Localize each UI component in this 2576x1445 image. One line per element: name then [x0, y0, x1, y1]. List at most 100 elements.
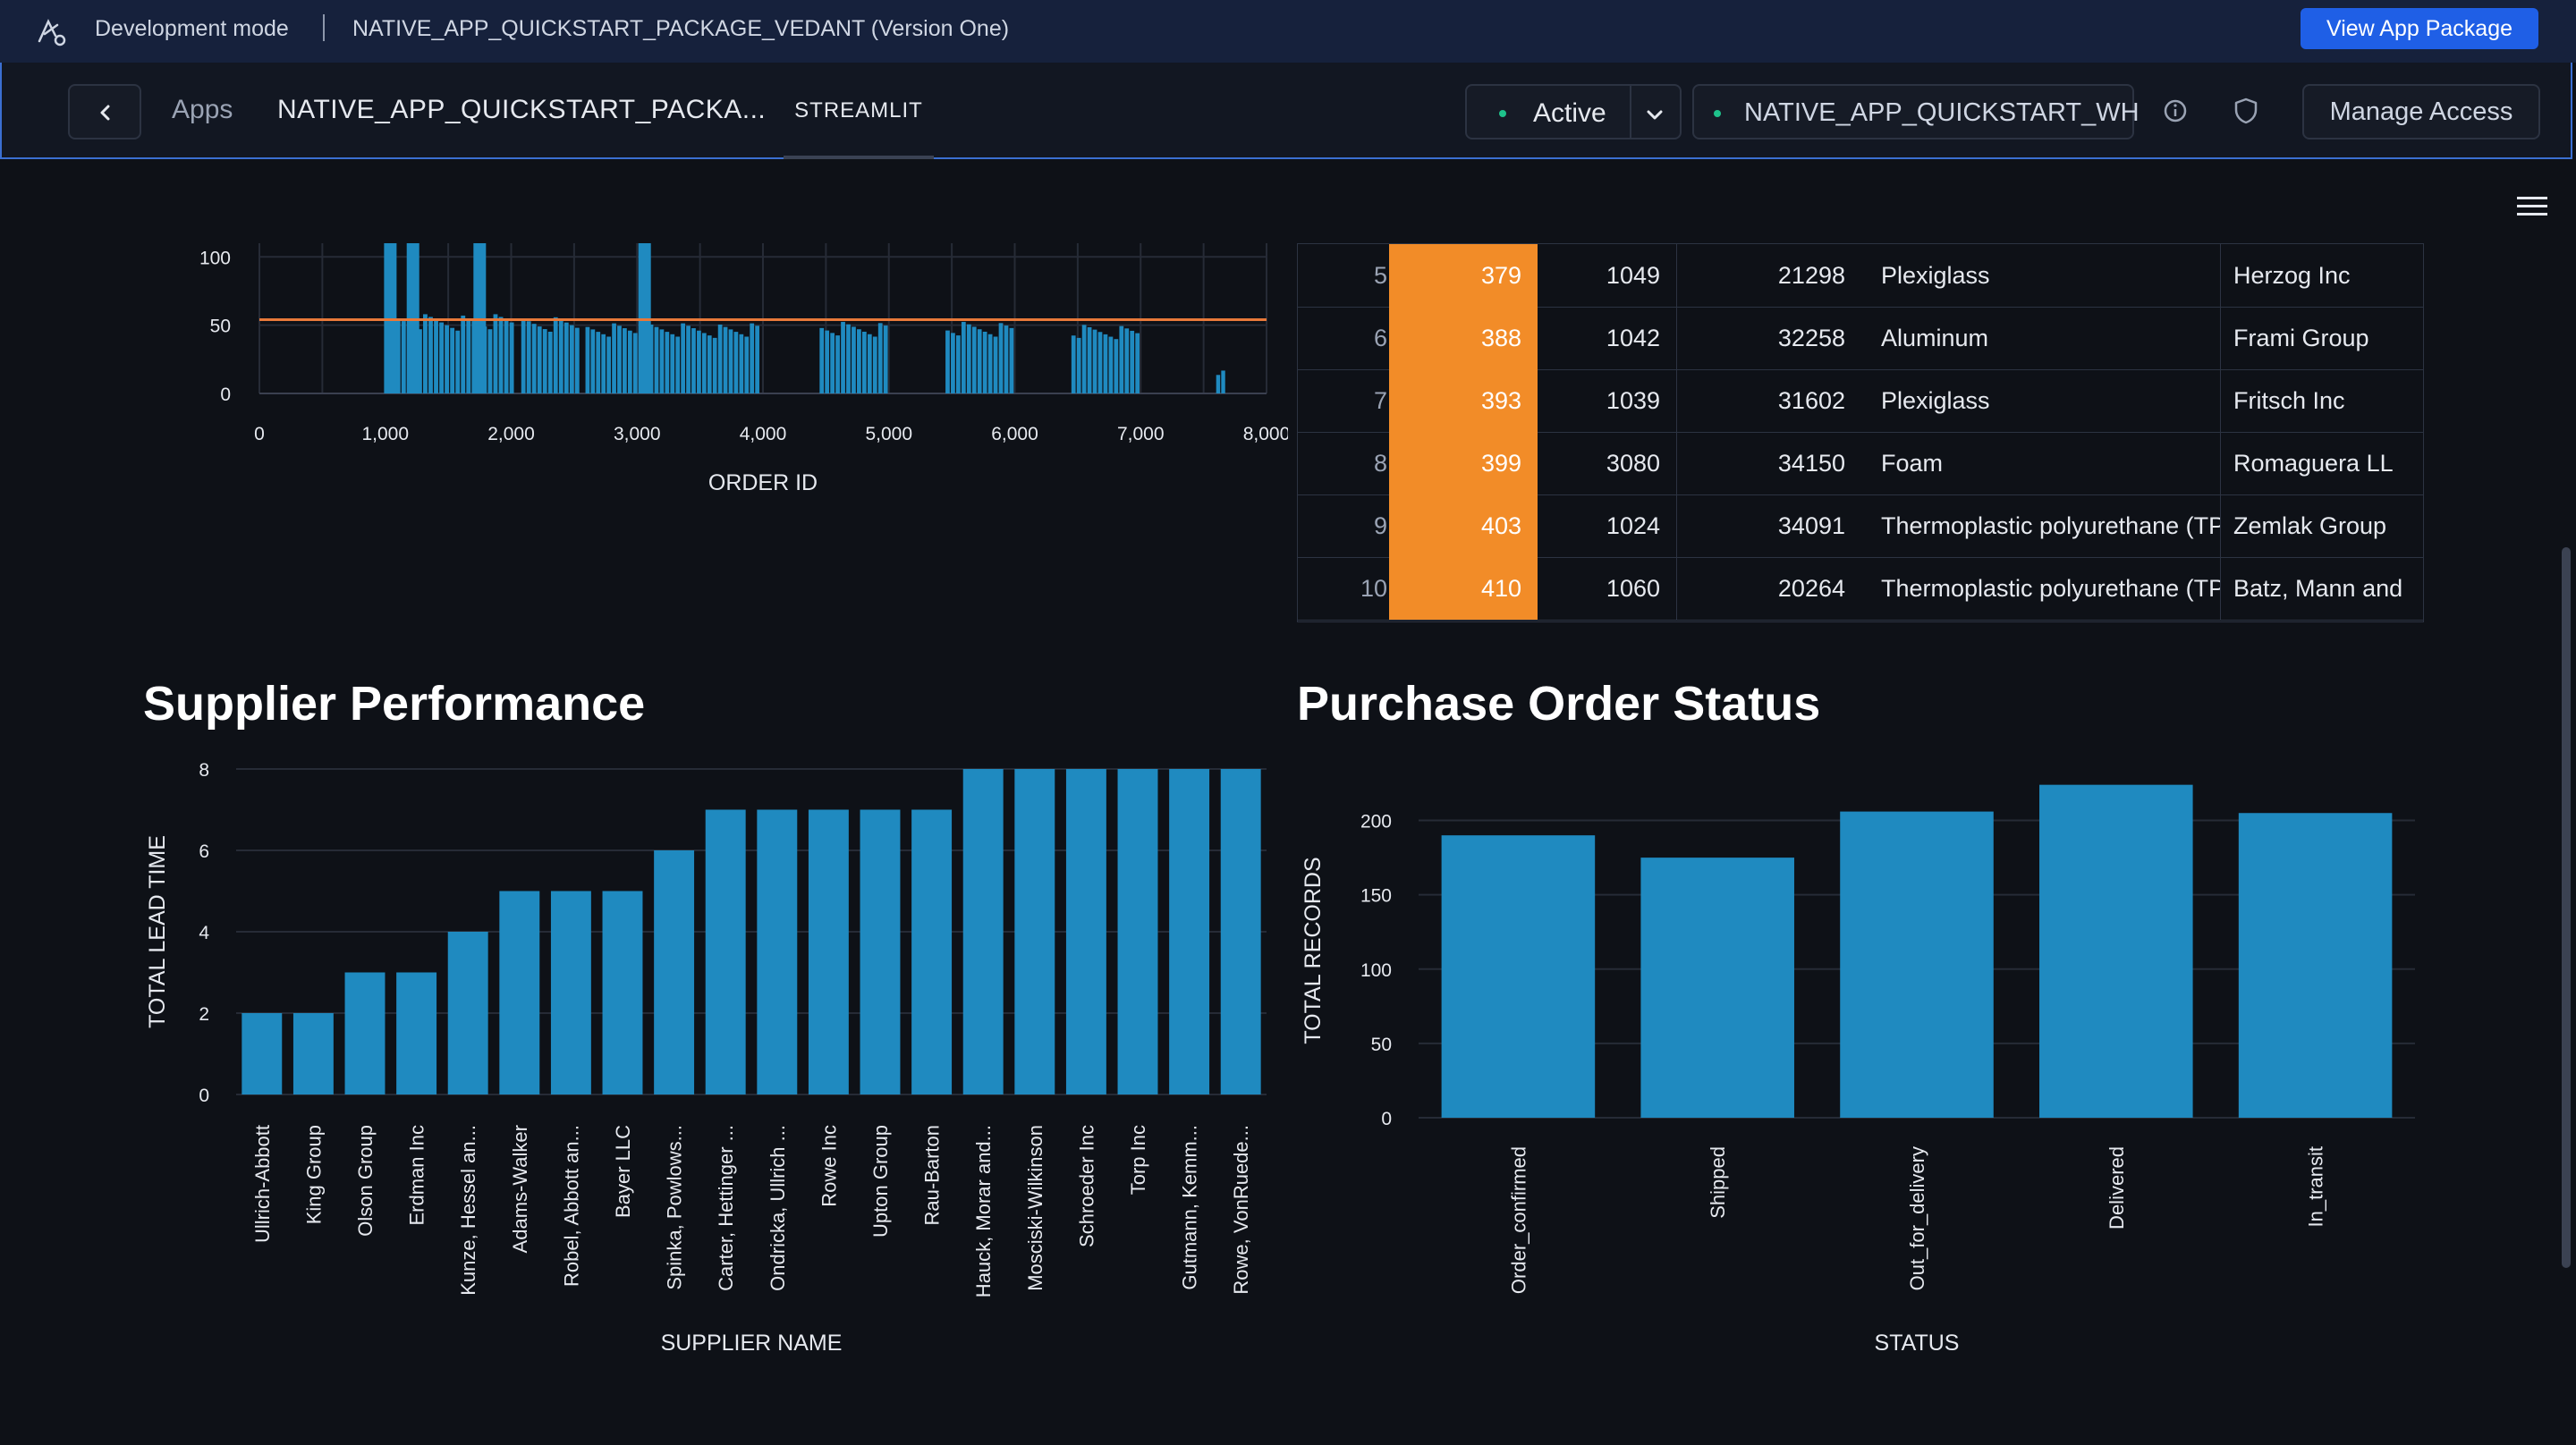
bar	[1014, 769, 1055, 1094]
warehouse-selector[interactable]: NATIVE_APP_QUICKSTART_WH	[1692, 84, 2140, 139]
breadcrumb-apps[interactable]: Apps	[172, 95, 233, 124]
histogram-bar	[606, 336, 611, 393]
order-id-chart: 0 1,000 2,000 3,000 4,000 5,000 6,000 7,000 8,00…	[199, 243, 1288, 495]
category-label: In_transit	[2305, 1146, 2327, 1228]
view-app-package-button[interactable]: View App Package	[2301, 8, 2538, 49]
native-app-logo-icon	[38, 19, 66, 46]
dev-mode-banner: Development mode NATIVE_APP_QUICKSTART_P…	[0, 0, 2576, 63]
histogram-bar	[423, 314, 428, 393]
category-label: Bayer LLC	[612, 1125, 634, 1218]
histogram-bar	[445, 325, 450, 393]
histogram-bar	[612, 323, 616, 393]
bar	[550, 891, 591, 1094]
bar	[911, 809, 953, 1094]
histogram-bar	[455, 330, 461, 393]
status-label: Active	[1533, 98, 1606, 128]
histogram-bar	[825, 330, 830, 393]
category-label: Hauck, Morar and...	[972, 1125, 995, 1297]
menu-icon[interactable]	[2517, 197, 2547, 216]
category-label: Robel, Abbott an...	[560, 1125, 582, 1287]
x-tick-label: 5,000	[865, 424, 912, 444]
status-dropdown[interactable]: Active	[1465, 84, 1682, 139]
y-tick-label: 200	[1360, 812, 1392, 832]
back-button[interactable]	[68, 84, 141, 139]
tab-underline	[784, 156, 934, 159]
material-cell: Plexiglass	[1863, 244, 2221, 307]
histogram-bar	[686, 325, 691, 393]
status-dot-icon	[1499, 110, 1506, 117]
row-index: 9	[1373, 512, 1387, 539]
histogram-bar	[547, 331, 553, 393]
table-cell: 1060	[1538, 557, 1677, 620]
histogram-bar	[439, 322, 444, 393]
histogram-bar	[739, 334, 744, 393]
category-label: Upton Group	[869, 1125, 892, 1238]
histogram-bar	[601, 334, 606, 393]
bar	[499, 891, 540, 1094]
histogram-bar	[982, 331, 987, 393]
histogram-bar	[1076, 337, 1081, 393]
histogram-bar	[585, 326, 590, 393]
x-axis-title: ORDER ID	[708, 470, 818, 495]
histogram-bar	[681, 323, 685, 393]
shield-icon[interactable]	[2233, 97, 2259, 125]
y-tick-label: 0	[220, 384, 231, 405]
info-icon[interactable]	[2163, 98, 2188, 123]
y-tick-label: 50	[1371, 1035, 1392, 1055]
bar	[292, 1013, 334, 1094]
table-row[interactable]: 6 388 1042 32258 Aluminum Frami Group	[1298, 307, 2423, 370]
highlighted-cell: 379	[1389, 244, 1538, 307]
chevron-down-icon[interactable]	[1644, 104, 1665, 125]
manage-access-button[interactable]: Manage Access	[2302, 84, 2540, 139]
histogram-bar	[596, 332, 601, 393]
histogram-bar	[1103, 334, 1108, 393]
bar	[602, 891, 643, 1094]
histogram-bar	[1108, 336, 1114, 393]
y-tick-label: 4	[199, 923, 209, 943]
histogram-bar	[728, 329, 733, 393]
histogram-bar	[819, 327, 825, 393]
bar	[757, 809, 798, 1094]
histogram-bar	[466, 318, 471, 393]
histogram-bar	[987, 334, 993, 393]
table-cell: 1039	[1538, 369, 1677, 432]
histogram-bar	[841, 321, 845, 393]
category-label: Carter, Hettinger ...	[715, 1125, 737, 1291]
y-tick-label: 50	[210, 317, 231, 337]
dev-mode-label: Development mode	[95, 16, 289, 41]
histogram-bar	[590, 329, 596, 393]
histogram-bar	[1114, 339, 1119, 393]
histogram-bar	[945, 330, 950, 393]
highlighted-cell: 388	[1389, 307, 1538, 369]
y-tick-label: 8	[199, 760, 209, 781]
bar	[447, 932, 488, 1094]
histogram-bar	[617, 325, 622, 393]
histogram-bar	[542, 329, 547, 393]
histogram-bar	[872, 336, 877, 393]
table-cell: 32258	[1777, 325, 1845, 351]
table-row[interactable]: 7 393 1039 31602 Plexiglass Fritsch Inc	[1298, 369, 2423, 433]
y-axis-title: TOTAL LEAD TIME	[145, 835, 170, 1028]
x-tick-label: 6,000	[991, 424, 1038, 444]
bar	[1840, 811, 1994, 1118]
histogram-bar	[434, 319, 438, 393]
highlighted-cell: 410	[1389, 557, 1538, 620]
table-cell: 20264	[1777, 575, 1845, 602]
app-title: NATIVE_APP_QUICKSTART_PACKA...	[277, 95, 767, 124]
table-row[interactable]: 9 403 1024 34091 Thermoplastic polyurethane …	[1298, 494, 2423, 558]
histogram-bar	[665, 332, 670, 393]
histogram-bar	[1216, 375, 1221, 393]
material-cell: Aluminum	[1863, 307, 2221, 369]
tab-streamlit[interactable]: STREAMLIT	[794, 98, 923, 123]
scrollbar[interactable]	[2562, 547, 2571, 1268]
histogram-bar	[846, 324, 851, 393]
histogram-bar	[569, 325, 574, 393]
table-row[interactable]: 10 410 1060 20264 Thermoplastic polyurethane…	[1298, 557, 2423, 621]
row-index: 6	[1373, 325, 1387, 351]
table-row[interactable]: 5 379 1049 21298 Plexiglass Herzog Inc	[1298, 244, 2423, 308]
x-tick-label: 3,000	[614, 424, 661, 444]
x-axis-title: STATUS	[1875, 1331, 1960, 1356]
histogram-bar	[723, 326, 728, 393]
table-row[interactable]: 8 399 3080 34150 Foam Romaguera LL	[1298, 432, 2423, 495]
table-cell: 34091	[1777, 512, 1845, 539]
